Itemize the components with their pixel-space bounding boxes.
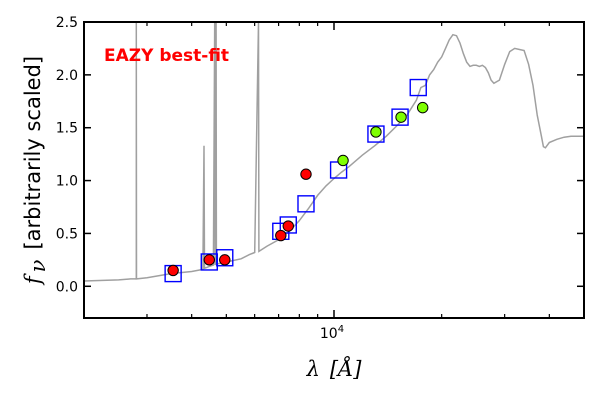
x-axis-label: λ [Å] — [306, 356, 363, 381]
optical-points-2 — [219, 254, 231, 266]
plot-frame — [83, 21, 585, 319]
optical-points-0 — [167, 264, 179, 277]
optical-points-3 — [275, 229, 287, 242]
y-tick-label-3: 1.5 — [56, 121, 78, 137]
y-tick-label-1: 0.5 — [56, 226, 78, 242]
y-axis-symbol: f — [21, 273, 45, 286]
y-axis-subscript: ν — [26, 259, 50, 272]
x-axis-symbol: λ — [306, 357, 320, 381]
y-tick-label-4: 2.0 — [56, 68, 78, 84]
y-tick-label-5: 2.5 — [56, 15, 78, 31]
model-box-5 — [297, 195, 315, 213]
optical-points-4 — [282, 220, 294, 232]
y-tick-label-2: 1.0 — [56, 174, 78, 190]
y-axis-unit: [arbitrarily scaled] — [21, 56, 45, 250]
template-line — [83, 21, 584, 282]
nir-points-3 — [416, 101, 429, 114]
model-box-7 — [367, 125, 385, 143]
x-tick-label-0: 104 — [320, 324, 344, 342]
model-box-2 — [216, 249, 234, 267]
optical-points-5 — [300, 168, 312, 180]
model-box-8 — [391, 108, 409, 126]
optical-points-1 — [203, 254, 215, 266]
model-box-9 — [409, 78, 427, 97]
annotation-label: EAZY best-fit — [104, 46, 229, 66]
model-box-4 — [279, 216, 297, 234]
y-axis-label: f ν [arbitrarily scaled] — [21, 56, 50, 286]
observed-points — [167, 101, 429, 277]
nir-points-1 — [370, 126, 382, 138]
template-spectrum — [83, 21, 584, 282]
axis-ticks: 0.0 0.5 1.0 1.5 2.0 2.5 104 — [56, 15, 584, 342]
x-axis-unit: [Å] — [330, 356, 362, 381]
nir-points-0 — [337, 154, 349, 167]
nir-points-2 — [395, 111, 407, 123]
y-tick-label-0: 0.0 — [56, 279, 78, 295]
